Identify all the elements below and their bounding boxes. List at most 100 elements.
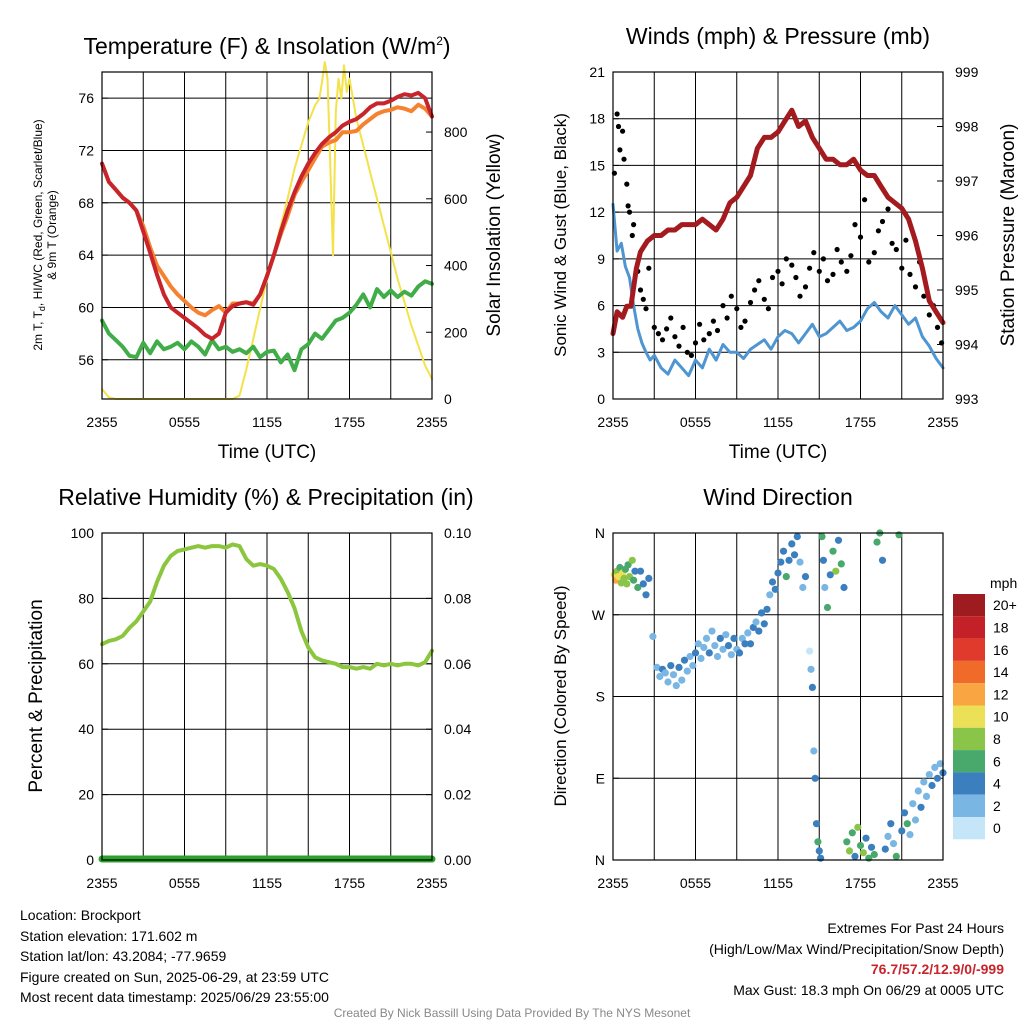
rh-y-tick-label: 60 bbox=[78, 656, 94, 672]
gust-point bbox=[620, 128, 626, 134]
direction-point bbox=[817, 854, 825, 862]
direction-point bbox=[911, 816, 920, 824]
gust-point bbox=[643, 306, 649, 312]
extremes-values: 76.7/57.2/12.9/0/-999 bbox=[870, 961, 1004, 977]
direction-point bbox=[724, 642, 733, 650]
legend-swatch bbox=[953, 817, 985, 840]
direction-point bbox=[884, 832, 892, 841]
gust-point bbox=[676, 343, 682, 349]
direction-point bbox=[854, 823, 862, 831]
direction-point bbox=[631, 567, 639, 575]
legend-label: 4 bbox=[993, 776, 1001, 792]
figure-created: Figure created on Sun, 2025-06-29, at 23… bbox=[20, 968, 329, 985]
rh-x-tick-label: 1155 bbox=[252, 875, 282, 891]
gust-point bbox=[885, 206, 891, 212]
direction-point bbox=[928, 781, 936, 790]
direction-point bbox=[645, 574, 653, 583]
pressure-line bbox=[610, 107, 946, 337]
direction-point bbox=[818, 533, 826, 541]
direction-point bbox=[925, 771, 933, 779]
direction-point bbox=[914, 787, 922, 795]
direction-point bbox=[774, 569, 782, 577]
gust-point bbox=[646, 265, 652, 271]
gust-point bbox=[779, 281, 785, 287]
direction-point bbox=[616, 563, 624, 572]
temp-y-tick-label: 56 bbox=[78, 352, 94, 368]
legend-label: 0 bbox=[993, 820, 1001, 836]
wind-y2-tick-label: 996 bbox=[955, 228, 979, 244]
direction-point bbox=[624, 561, 632, 569]
temp-chart-title: Temperature (F) & Insolation (W/m2) bbox=[83, 33, 450, 59]
gust-point bbox=[866, 259, 872, 265]
speed-legend: mph 20+ 18 16 14 12 10 8 6 4 2 0 bbox=[953, 575, 1017, 840]
gust-point bbox=[684, 349, 690, 355]
rh-x-tick-label: 1755 bbox=[334, 875, 365, 891]
direction-point bbox=[697, 654, 705, 663]
wind-y2-tick-label: 997 bbox=[955, 173, 979, 189]
dir-plot: 2355 0555 1155 1755 2355 N E S W N bbox=[592, 525, 959, 891]
gust-point bbox=[692, 340, 699, 346]
station-info: Location: Brockport Station elevation: 1… bbox=[20, 905, 329, 1008]
direction-point bbox=[845, 847, 854, 855]
wind-x-tick-label: 1155 bbox=[763, 414, 793, 430]
direction-point bbox=[796, 558, 804, 566]
legend-label: 20+ bbox=[993, 597, 1017, 613]
legend-label: 12 bbox=[993, 686, 1009, 702]
wind-y-tick-label: 21 bbox=[589, 64, 605, 80]
legend-label: 8 bbox=[993, 731, 1001, 747]
gust-point bbox=[626, 209, 633, 215]
dir-y-tick-label: S bbox=[596, 689, 605, 705]
dir-x-tick-label: 2355 bbox=[597, 875, 628, 891]
wind-y-axis-label: Sonic Wind & Gust (Blue, Black) bbox=[551, 113, 570, 357]
direction-point bbox=[766, 591, 774, 599]
legend-swatch bbox=[953, 683, 985, 706]
direction-point bbox=[812, 820, 821, 828]
direction-point bbox=[807, 665, 815, 673]
direction-point bbox=[808, 683, 817, 692]
legend-label: 6 bbox=[993, 753, 1001, 769]
wind-x-tick-label: 1755 bbox=[845, 414, 876, 430]
direction-point bbox=[656, 672, 664, 681]
gust-point bbox=[769, 274, 776, 281]
gust-point bbox=[629, 232, 635, 239]
direction-point bbox=[819, 556, 828, 564]
dir-y-tick-label: N bbox=[595, 852, 605, 868]
direction-point bbox=[702, 634, 711, 643]
direction-point bbox=[793, 533, 801, 541]
svg-text:2m T, Td, HI/WC (Red, Green, S: 2m T, Td, HI/WC (Red, Green, Scarlet/Blu… bbox=[31, 119, 47, 350]
wind-y2-tick-label: 999 bbox=[955, 64, 979, 80]
direction-point bbox=[771, 585, 779, 593]
wind-y2-tick-label: 998 bbox=[955, 119, 979, 135]
direction-point bbox=[856, 841, 865, 850]
direction-point bbox=[653, 663, 661, 672]
direction-point bbox=[746, 640, 755, 648]
legend-title: mph bbox=[990, 575, 1017, 591]
extremes-info: Extremes For Past 24 Hours (High/Low/Max… bbox=[709, 918, 1004, 1000]
direction-point bbox=[873, 538, 881, 546]
dir-x-tick-label: 2355 bbox=[927, 875, 958, 891]
credit-line: Created By Nick Bassill Using Data Provi… bbox=[333, 1006, 691, 1020]
direction-point bbox=[763, 605, 771, 613]
gust-point bbox=[852, 222, 858, 228]
direction-point bbox=[760, 620, 768, 628]
direction-point bbox=[735, 649, 744, 657]
wind-x-tick-label: 2355 bbox=[597, 414, 628, 430]
temp-y-axis-label-line2: & 9m T (Orange) bbox=[45, 190, 59, 280]
legend-swatch bbox=[953, 660, 985, 684]
gust-point bbox=[659, 337, 666, 343]
direction-point bbox=[799, 583, 807, 592]
direction-point bbox=[630, 576, 638, 584]
legend-swatch bbox=[953, 772, 985, 795]
direction-point bbox=[683, 667, 691, 675]
direction-point bbox=[895, 531, 903, 539]
wind-x-tick-label: 0555 bbox=[680, 414, 711, 430]
legend-label: 10 bbox=[993, 709, 1009, 725]
rh-y2-tick-label: 0.06 bbox=[444, 656, 471, 672]
direction-point bbox=[801, 573, 810, 581]
gust-point bbox=[824, 278, 831, 284]
wind-y2-tick-label: 995 bbox=[955, 282, 979, 298]
direction-point bbox=[837, 560, 845, 568]
dir-y-tick-label: N bbox=[595, 525, 605, 541]
temp-y-tick-label: 72 bbox=[78, 142, 94, 158]
